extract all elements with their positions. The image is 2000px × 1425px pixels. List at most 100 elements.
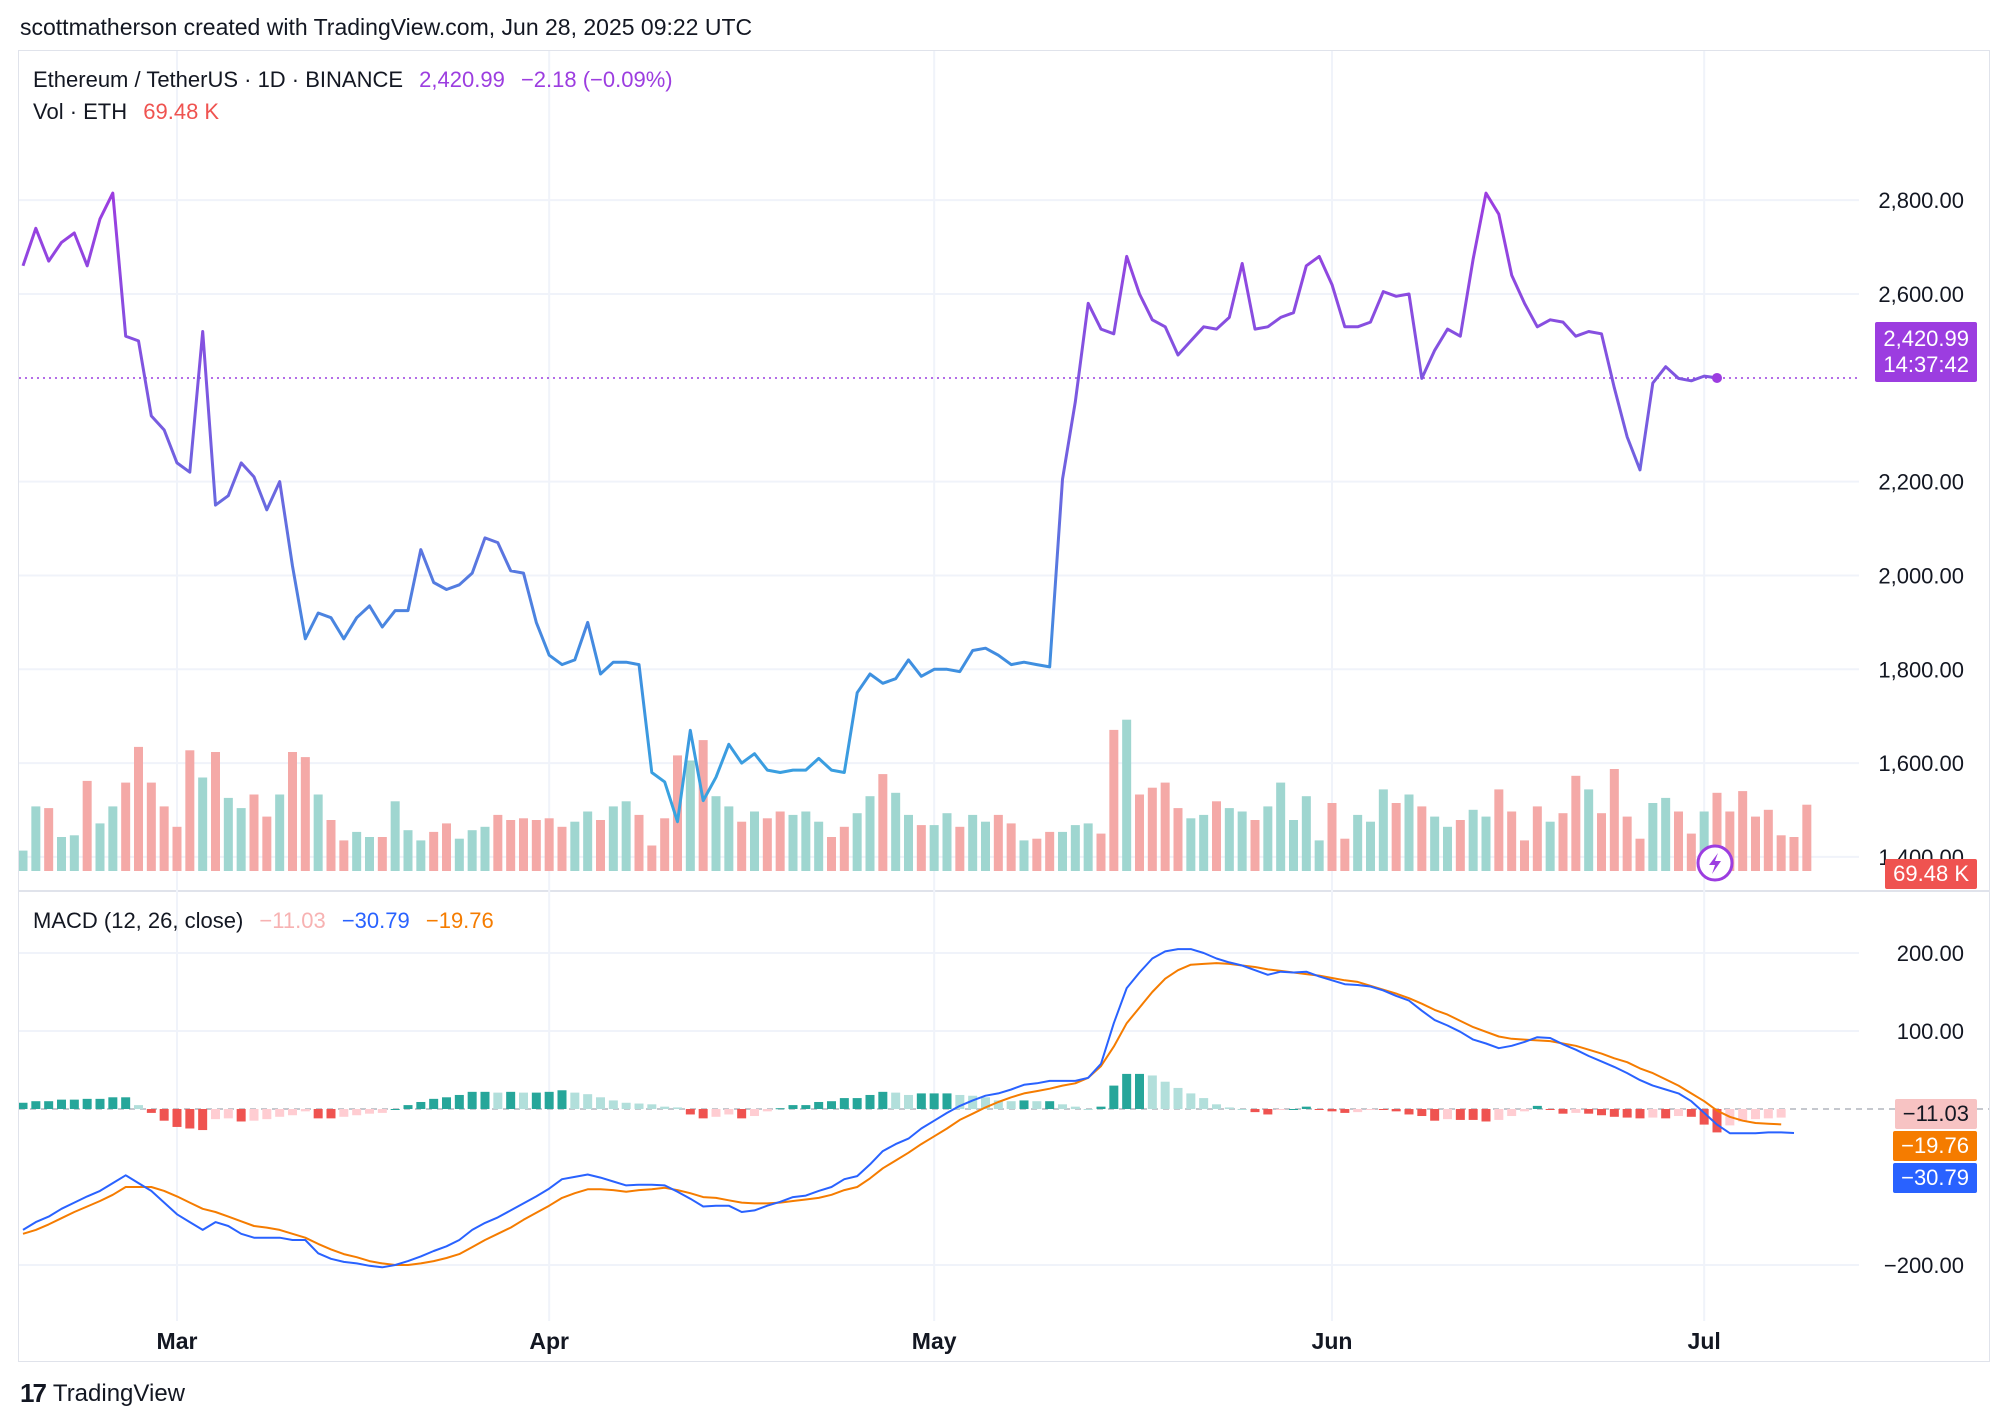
macd-hist-bar xyxy=(262,1109,272,1120)
volume-bar xyxy=(493,814,503,871)
macd-hist-bar xyxy=(121,1097,131,1109)
macd-hist-bar xyxy=(839,1098,849,1109)
macd-hist-bar xyxy=(1327,1109,1337,1112)
macd-hist-bar xyxy=(904,1094,913,1109)
macd-hist-bar xyxy=(955,1094,965,1109)
chart-frame[interactable]: Mar Apr May Jun Jul 2,800.00 2,600.00 2,200.00 2… xyxy=(18,50,1990,1362)
last-price-dot xyxy=(1712,372,1722,383)
volume-value: 69.48 K xyxy=(143,99,220,124)
macd-hist-bar xyxy=(159,1109,169,1121)
macd-hist-bar xyxy=(82,1098,92,1109)
macd-signal-value: −19.76 xyxy=(425,908,494,933)
macd-hist-bar xyxy=(1289,1109,1298,1110)
volume-bar xyxy=(365,837,374,871)
macd-hist-bar xyxy=(185,1109,195,1129)
volume-bar xyxy=(993,814,1003,871)
volume-bar xyxy=(737,821,747,871)
macd-hist-bar xyxy=(454,1094,464,1109)
y-tick-label: 1,800.00 xyxy=(1878,657,1964,682)
macd-hist-bar xyxy=(942,1093,952,1109)
volume-bar xyxy=(454,838,464,871)
volume-bar xyxy=(878,774,888,871)
macd-hist-bar xyxy=(557,1090,567,1109)
volume-bar xyxy=(1712,792,1722,871)
macd-hist-bar xyxy=(1532,1105,1542,1109)
price-tag: 2,420.99 14:37:42 xyxy=(1875,322,1977,382)
macd-hist-bar xyxy=(1135,1073,1144,1109)
chart-canvas[interactable]: Mar Apr May Jun Jul 2,800.00 2,600.00 2,200.00 2… xyxy=(19,51,1989,1361)
price-change: −2.18 (−0.09%) xyxy=(520,67,673,92)
macd-hist-bar xyxy=(1635,1109,1645,1119)
macd-hist-bar xyxy=(1763,1109,1773,1119)
macd-hist-bar xyxy=(1609,1109,1619,1117)
macd-hist-bar xyxy=(596,1097,605,1109)
macd-hist-bar xyxy=(1237,1109,1247,1110)
volume-bar xyxy=(467,830,477,871)
volume-bar xyxy=(1135,794,1144,871)
volume-bar xyxy=(685,760,695,871)
volume-bar xyxy=(57,837,66,871)
macd-hist-bar xyxy=(827,1101,836,1109)
volume-bar xyxy=(1468,809,1478,871)
macd-tag: −30.79 xyxy=(1893,1163,1977,1193)
volume-bar xyxy=(647,845,657,871)
x-tick-label: May xyxy=(912,1328,957,1354)
volume-bar xyxy=(544,818,554,871)
volume-bar xyxy=(634,814,644,871)
macd-hist-bar xyxy=(1455,1109,1465,1120)
volume-bar xyxy=(1224,808,1234,871)
macd-hist-bar xyxy=(993,1100,1003,1109)
macd-hist-bar xyxy=(1353,1109,1363,1113)
macd-hist-bar xyxy=(1751,1109,1760,1120)
lightning-icon-glyph xyxy=(1709,853,1721,874)
volume-bar xyxy=(1327,803,1337,871)
volume-bar xyxy=(1417,806,1427,871)
macd-label[interactable]: MACD (12, 26, close) xyxy=(33,908,244,933)
y-tick-label: 2,800.00 xyxy=(1878,188,1964,213)
macd-hist-bar xyxy=(313,1109,323,1119)
macd-hist-bar xyxy=(878,1091,888,1109)
symbol-name[interactable]: Ethereum / TetherUS · 1D · BINANCE xyxy=(33,67,404,92)
macd-hist-bar xyxy=(621,1102,631,1109)
volume-bar xyxy=(660,818,670,871)
macd-hist-bar xyxy=(1686,1109,1696,1117)
macd-hist-bar xyxy=(31,1101,41,1109)
volume-bar xyxy=(275,794,285,871)
volume-bar xyxy=(1045,831,1055,871)
volume-bar xyxy=(480,826,490,871)
volume-bar xyxy=(1532,806,1542,871)
volume-bar xyxy=(698,740,708,871)
macd-hist-bar xyxy=(519,1092,528,1109)
macd-hist-bar xyxy=(1250,1109,1260,1113)
volume-bar xyxy=(1366,821,1375,871)
volume-bar xyxy=(108,806,118,871)
volume-bar xyxy=(1263,806,1273,871)
footer-brand[interactable]: TradingView xyxy=(52,1379,185,1407)
macd-hist-bar xyxy=(1058,1104,1067,1109)
macd-hist-bar xyxy=(1597,1109,1606,1116)
macd-hist-bar xyxy=(750,1109,759,1117)
volume-bar xyxy=(1584,789,1594,871)
macd-hist-bar xyxy=(57,1099,66,1109)
volume-bar xyxy=(390,801,400,871)
volume-bar xyxy=(159,806,169,871)
volume-bar xyxy=(929,825,939,871)
volume-label[interactable]: Vol · ETH xyxy=(33,99,128,124)
macd-hist-bar xyxy=(275,1109,285,1117)
volume-bar xyxy=(1430,816,1440,871)
volume-legend: Vol · ETH 69.48 K xyxy=(33,99,229,125)
macd-hist-bar xyxy=(608,1100,618,1109)
macd-hist-bar xyxy=(95,1098,105,1109)
footer: 17 TradingView xyxy=(20,1378,185,1409)
volume-bar xyxy=(1391,803,1401,871)
volume-bar xyxy=(121,782,131,871)
macd-hist-bar xyxy=(1430,1109,1440,1121)
macd-hist-bar xyxy=(929,1093,939,1109)
volume-bar xyxy=(1006,823,1016,871)
attribution: scottmatherson created with TradingView.… xyxy=(20,14,753,40)
macd-hist-bar xyxy=(544,1091,554,1109)
volume-bar xyxy=(1404,794,1414,871)
macd-hist-bar xyxy=(660,1106,670,1109)
volume-bar xyxy=(82,780,92,871)
y-tick-label: 200.00 xyxy=(1897,941,1964,966)
